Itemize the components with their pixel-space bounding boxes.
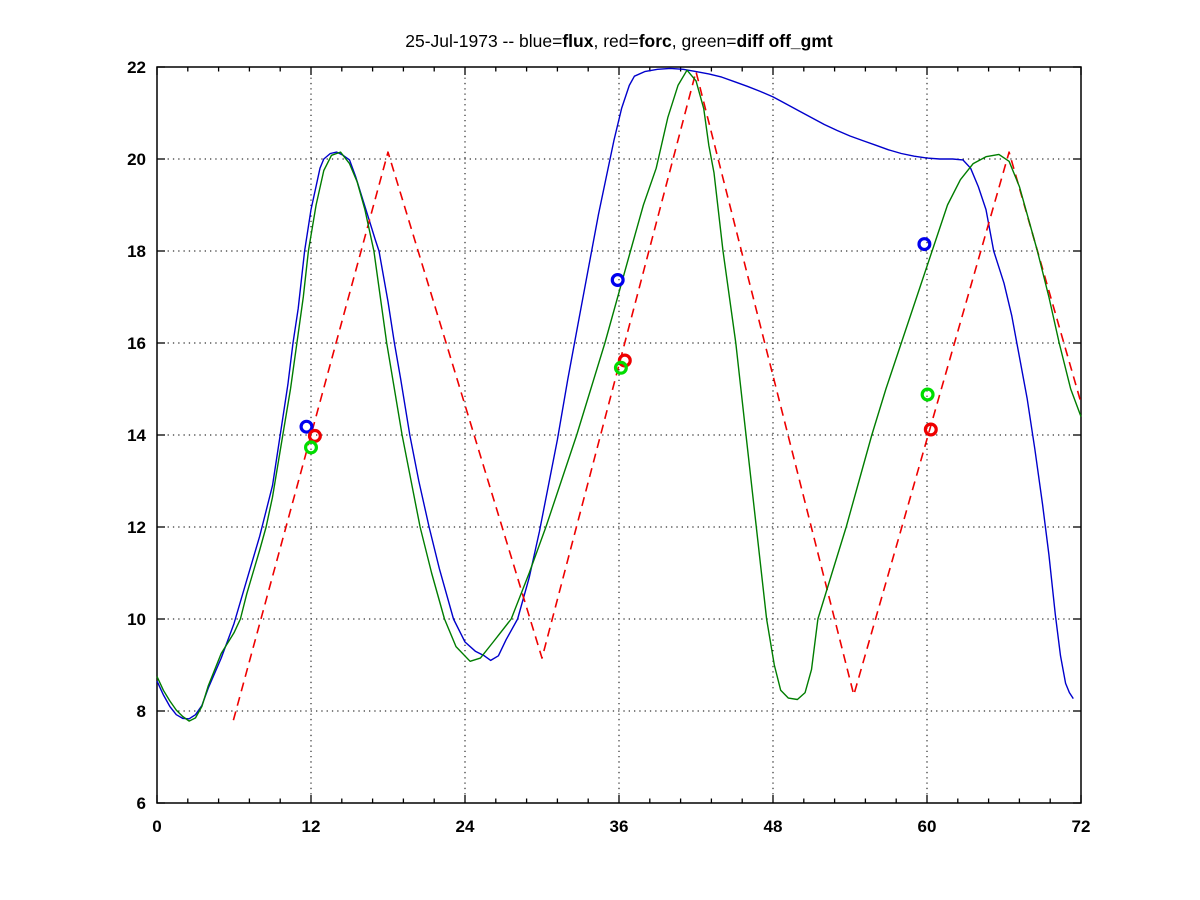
forc-obs-marker — [307, 428, 322, 443]
flux-obs-marker — [917, 237, 932, 252]
markers-forc-obs — [307, 353, 938, 443]
x-tick-label-24: 24 — [456, 817, 475, 836]
series-forc-line — [232, 70, 1082, 721]
grid — [157, 67, 1081, 803]
diff-obs-marker — [920, 387, 935, 402]
y-tick-label-18: 18 — [127, 242, 146, 261]
chart-title: 25-Jul-1973 -- blue=flux, red=forc, gree… — [405, 31, 833, 51]
markers-flux-obs — [299, 237, 932, 434]
x-tick-label-12: 12 — [302, 817, 321, 836]
series-diff-line — [156, 69, 1082, 722]
x-tick-label-60: 60 — [918, 817, 937, 836]
y-tick-label-20: 20 — [127, 150, 146, 169]
diff-obs-marker — [613, 360, 628, 375]
ticks — [156, 66, 1082, 804]
x-tick-label-48: 48 — [764, 817, 783, 836]
x-axis-labels: 0 12 24 36 48 60 72 — [152, 817, 1090, 836]
y-tick-label-14: 14 — [127, 426, 146, 445]
forc-obs-marker — [923, 422, 938, 437]
y-tick-label-6: 6 — [137, 794, 146, 813]
flux-obs-marker — [610, 273, 625, 288]
y-tick-label-22: 22 — [127, 58, 146, 77]
y-axis-labels: 6 8 10 12 14 16 18 20 22 — [127, 58, 146, 813]
x-tick-label-36: 36 — [610, 817, 629, 836]
y-tick-label-16: 16 — [127, 334, 146, 353]
series-flux-line — [156, 67, 1074, 720]
diff-obs-marker — [304, 440, 319, 455]
x-tick-label-72: 72 — [1072, 817, 1091, 836]
flux-obs-marker — [299, 419, 314, 434]
y-tick-label-10: 10 — [127, 610, 146, 629]
x-tick-label-0: 0 — [152, 817, 161, 836]
y-tick-label-12: 12 — [127, 518, 146, 537]
y-tick-label-8: 8 — [137, 702, 146, 721]
markers-diff-obs — [304, 360, 935, 455]
